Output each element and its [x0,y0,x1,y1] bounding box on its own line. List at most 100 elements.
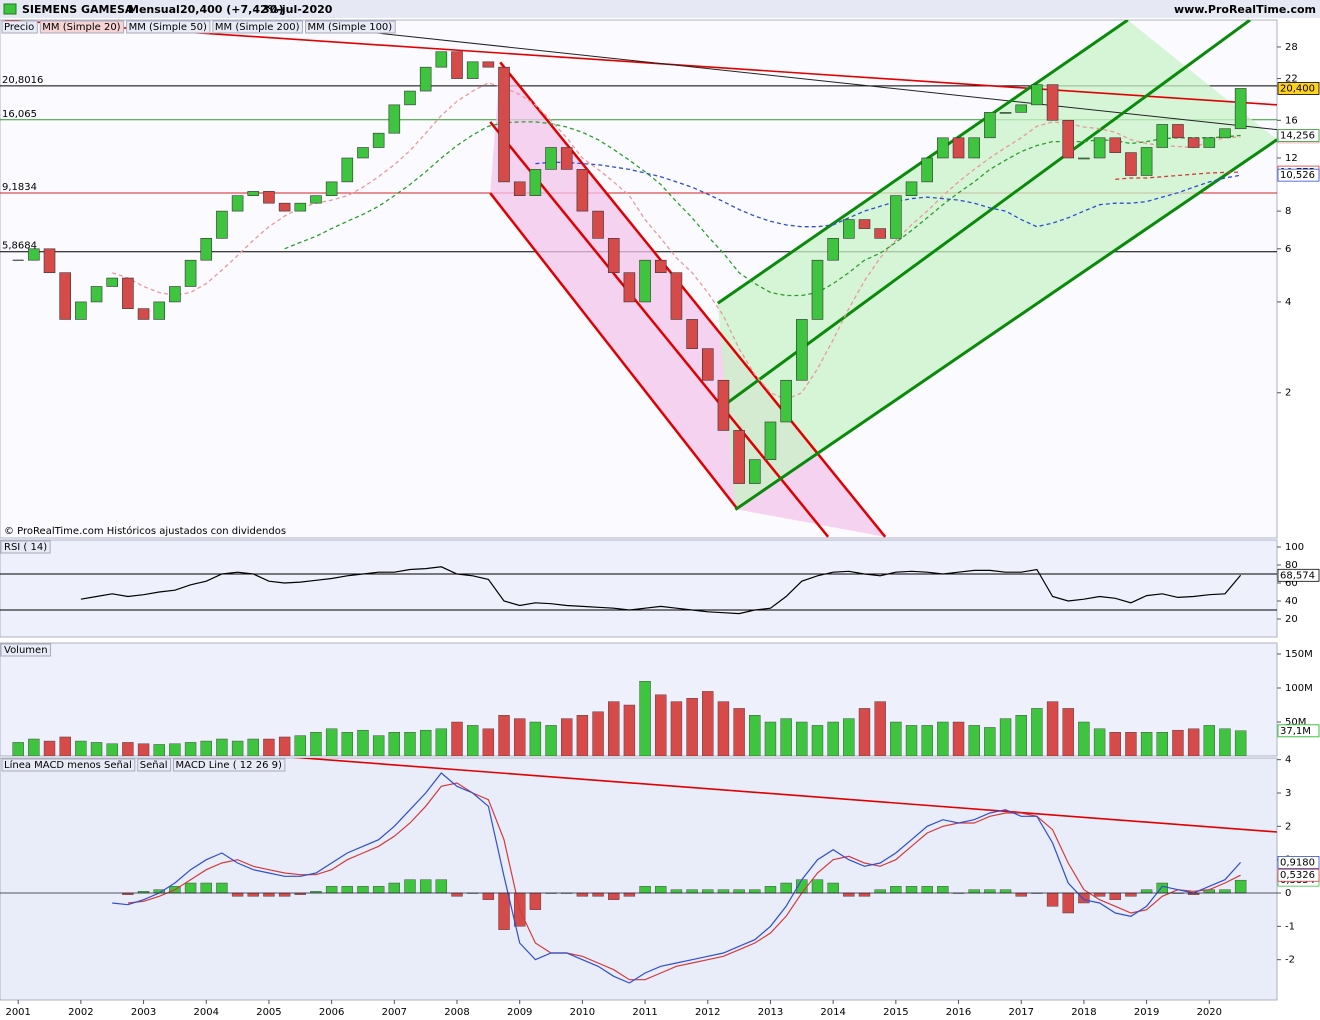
trend-line [374,32,1277,131]
last-value-box [1277,856,1320,869]
candle-body [749,459,761,484]
last-value-box [1277,724,1320,738]
histogram-bar [623,892,636,897]
x-tick-label: 2014 [820,1007,845,1018]
volume-bar [435,728,448,756]
candle-body [984,112,996,139]
volume-bar [169,743,181,756]
candle-body [764,421,777,460]
trend-line [499,61,887,538]
x-tick-label: 2005 [256,1007,281,1018]
histogram-bar [1046,892,1059,907]
candle-body [874,228,886,239]
histogram-bar [1219,889,1231,894]
candle-body [607,238,620,273]
candle-body [1234,88,1247,130]
series-line [112,772,1242,984]
y-tick-label: 28 [1285,42,1298,53]
credit: © ProRealTime.com Históricos ajustados c… [4,525,286,537]
x-tick-label: 2007 [382,1007,407,1018]
x-tick-label: 2008 [444,1007,469,1018]
panes: 2 4 6 8 12 16 22 28 20,8016 16,065 9,1834 5,8684 Pre… [0,19,1320,1018]
volume-bar [968,725,980,756]
histogram-bar [435,879,448,894]
histogram-bar [670,889,683,894]
volume-bar [43,740,56,756]
candle-body [592,210,604,239]
volume-bar [153,744,165,756]
histogram-bar [655,886,667,894]
histogram-bar [1093,892,1106,897]
volume-bar [1093,728,1106,756]
x-tick-label: 2018 [1071,1007,1096,1018]
candle-body [811,259,824,320]
histogram-bar [608,892,620,900]
candle-body [43,248,56,273]
volume-bar [749,715,761,756]
candle-body [59,272,71,320]
candle-body [466,61,479,79]
volume-bar [59,736,71,756]
candle-body [90,286,103,303]
volume-bar [905,725,918,756]
histogram-bar [451,892,463,897]
volume-bar [325,728,338,756]
last-value-label: 0,5326 [1280,870,1315,881]
candle-body [357,147,369,159]
volume-bar [1125,732,1137,756]
logo [3,3,17,15]
level-label: 16,065 [2,109,37,120]
volume-bar [216,738,228,756]
volume-bar [1156,732,1168,756]
trend-line [489,192,739,511]
pane [12,681,1247,756]
candle-body [701,348,714,381]
last-value-label: 0,9180 [1280,857,1315,868]
volume-bar [1109,732,1121,756]
period: Mensual [128,3,180,16]
candle-body [200,238,213,261]
candle-body [529,169,542,196]
candle-body [843,219,855,239]
candle-body [153,301,166,320]
volume-bar [1219,728,1231,756]
volume-bar [498,715,510,756]
series-line [284,121,1241,297]
histogram-bar [827,882,839,894]
pane-title-box [0,540,51,554]
x-tick-label: 2003 [131,1007,156,1018]
last-value-label: 20,400 [1280,83,1315,94]
volume-bar [686,698,698,756]
volume-bar [1078,721,1090,756]
volume-bar [247,738,259,756]
candle-body [1172,124,1184,139]
volume-bar [137,743,150,756]
volume-bar [1015,715,1027,756]
histogram-bar [529,892,542,910]
y-tick-label: 2 [1285,821,1291,832]
candle-body [717,379,730,431]
histogram-bar [1015,892,1027,897]
volume-bar [310,732,322,756]
histogram-bar [263,892,275,897]
volume-bar [733,708,745,756]
candle-body [1203,137,1216,148]
candle-body [670,272,683,320]
y-tick-label: 80 [1285,560,1298,571]
last-value-box [1277,168,1320,182]
candle-body [1078,157,1090,160]
histogram-bar [733,889,745,894]
histogram-bar [764,886,777,894]
legend-entry: Señal [140,760,168,771]
histogram-bar [874,889,886,894]
volume-bar [702,691,714,756]
candle-body [1046,84,1059,121]
candle-body [1031,84,1043,106]
y-tick-label: 100M [1285,683,1313,694]
legend-box [173,758,286,772]
candle-body [733,430,745,484]
pane [0,566,1277,615]
volume-bar [937,721,949,756]
volume-bar [75,740,87,756]
